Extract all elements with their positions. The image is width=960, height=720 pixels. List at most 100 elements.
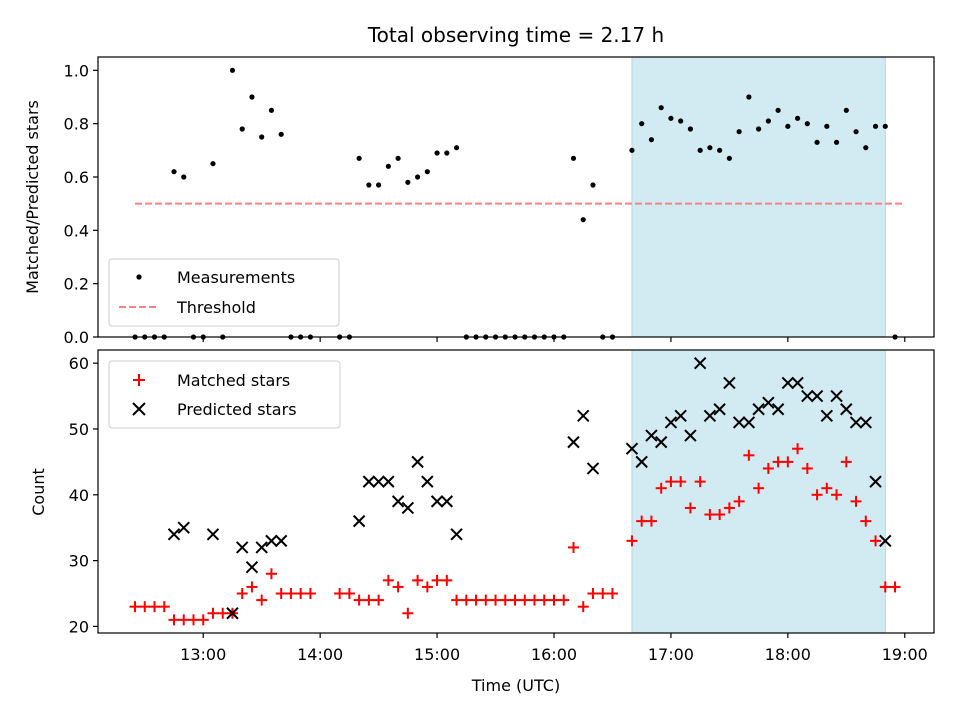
matched-star-point <box>295 588 307 600</box>
matched-star-point <box>606 588 618 600</box>
matched-star-point <box>840 456 852 468</box>
chart-title: Total observing time = 2.17 h <box>367 23 664 47</box>
y-tick-label: 0.4 <box>64 221 89 240</box>
predicted-star-point <box>791 376 804 390</box>
y-tick-label: 20 <box>69 617 89 636</box>
matched-star-point <box>256 594 268 606</box>
matched-star-point <box>246 581 258 593</box>
predicted-star-point <box>742 416 756 429</box>
y-tick-label: 40 <box>69 486 89 505</box>
measurement-point <box>268 107 275 113</box>
matched-star-point <box>353 594 365 606</box>
measurement-point <box>882 123 888 129</box>
matched-star-point <box>870 535 882 547</box>
bottom-x-ticks: 13:00 14:00 15:00 16:00 17:00 18:00 19:00 <box>180 633 928 664</box>
matched-star-point <box>655 482 667 494</box>
matched-star-point <box>772 456 784 468</box>
bottom-y-ticks: 20 30 40 50 60 <box>69 354 98 636</box>
matched-star-point <box>499 594 511 606</box>
matched-star-point <box>265 568 277 580</box>
matched-star-point <box>538 594 550 606</box>
predicted-star-point <box>810 389 824 403</box>
predicted-star-point <box>411 455 424 469</box>
top-shaded-interval <box>631 56 886 338</box>
matched-star-point <box>684 502 696 514</box>
matched-star-point <box>139 601 151 613</box>
matched-star-point <box>577 601 589 613</box>
matched-star-point <box>675 476 687 488</box>
measurement-point <box>833 139 840 145</box>
measurement-point <box>366 182 372 188</box>
predicted-star-point <box>830 389 843 403</box>
bottom-count-points <box>129 356 901 626</box>
matched-star-point <box>879 581 891 593</box>
matched-star-point <box>490 594 502 606</box>
predicted-star-point <box>840 403 853 416</box>
measurement-point <box>259 134 265 140</box>
top-measurement-points <box>132 67 898 340</box>
predicted-star-point <box>674 409 687 423</box>
matched-star-point <box>168 614 180 626</box>
predicted-star-point <box>693 356 707 370</box>
legend-matched-marker <box>133 374 145 386</box>
matched-star-point <box>285 588 297 600</box>
predicted-star-point <box>206 528 220 541</box>
matched-star-point <box>762 462 774 474</box>
measurement-point <box>726 155 732 161</box>
legend-predicted-label: Predicted stars <box>177 400 297 419</box>
matched-star-point <box>831 489 843 501</box>
matched-star-point <box>723 502 735 514</box>
matched-star-point <box>392 581 404 593</box>
bottom-axes-frame <box>97 349 935 634</box>
predicted-star-point <box>732 416 746 429</box>
y-tick-label: 30 <box>69 552 89 571</box>
y-tick-label: 50 <box>69 420 89 439</box>
matched-star-point <box>889 581 901 593</box>
measurement-point <box>717 147 723 153</box>
predicted-star-point <box>801 389 814 403</box>
top-legend-box <box>108 258 340 327</box>
matched-star-point <box>743 449 755 461</box>
measurement-point <box>210 161 216 167</box>
matched-star-point <box>197 614 209 626</box>
matched-star-point <box>704 509 716 521</box>
x-tick-label: 16:00 <box>531 645 577 664</box>
measurement-point <box>590 182 596 188</box>
predicted-star-point <box>226 607 239 620</box>
predicted-star-point <box>752 403 765 416</box>
matched-star-point <box>149 601 161 613</box>
x-tick-label: 18:00 <box>765 645 811 664</box>
measurement-point <box>356 155 362 161</box>
legend-measurements-label: Measurements <box>177 268 295 287</box>
matched-star-point <box>509 594 521 606</box>
top-axes-frame <box>97 56 935 338</box>
matched-star-point <box>421 581 433 593</box>
x-tick-label: 14:00 <box>297 645 343 664</box>
measurement-point <box>278 131 284 137</box>
x-tick-label: 15:00 <box>414 645 460 664</box>
top-legend: Measurements Threshold <box>108 258 340 327</box>
predicted-star-point <box>859 416 873 429</box>
matched-star-point <box>694 476 706 488</box>
matched-star-point <box>714 509 726 521</box>
matched-star-point <box>811 489 823 501</box>
matched-star-point <box>597 588 609 600</box>
top-panel: 0.0 0.2 0.4 0.6 0.8 1.0 Matched/Predicted sta… <box>23 56 935 347</box>
x-tick-label: 19:00 <box>882 645 928 664</box>
predicted-star-point <box>391 495 405 508</box>
predicted-star-point <box>255 541 268 554</box>
matched-star-point <box>548 594 560 606</box>
top-y-axis-label: Matched/Predicted stars <box>23 100 42 294</box>
predicted-star-point <box>352 514 366 528</box>
measurement-point <box>863 145 869 151</box>
predicted-star-point <box>265 534 278 548</box>
measurement-point <box>785 123 791 129</box>
predicted-star-point <box>362 475 376 488</box>
matched-star-point <box>129 601 141 613</box>
matched-star-point <box>801 462 813 474</box>
measurement-point <box>794 115 801 121</box>
matched-star-point <box>587 588 599 600</box>
x-tick-label: 13:00 <box>180 645 226 664</box>
top-x-ticks <box>202 337 906 342</box>
